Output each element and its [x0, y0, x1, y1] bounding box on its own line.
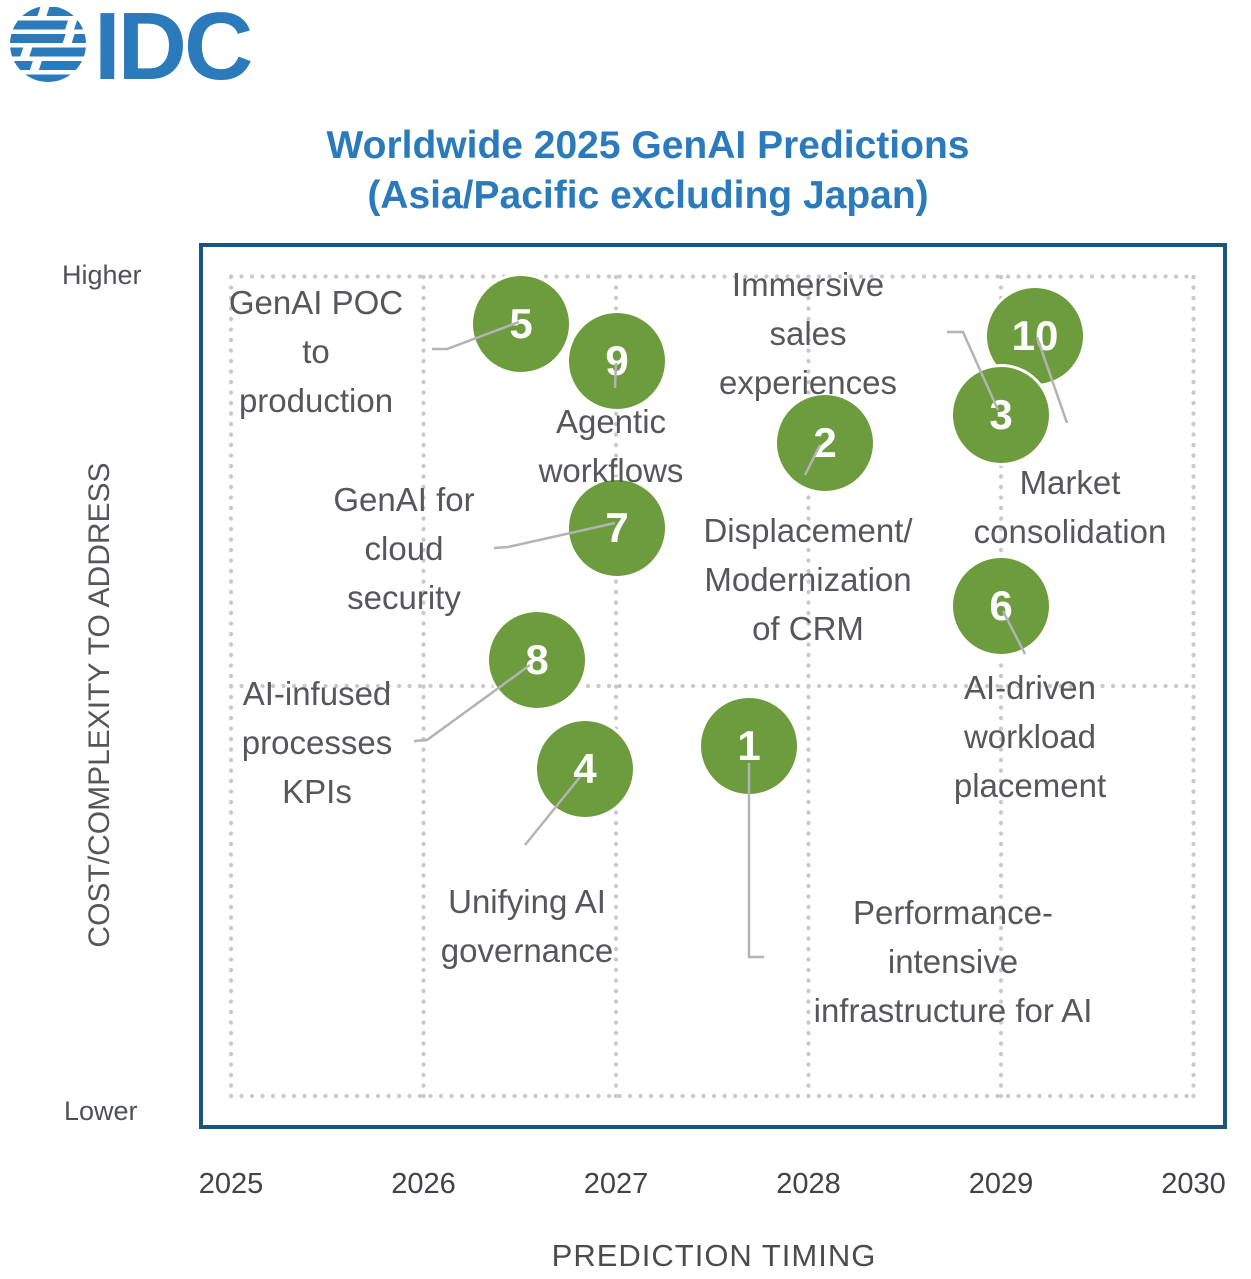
bubble-3-number: 3	[989, 391, 1013, 438]
x-tick-2025: 2025	[198, 1168, 264, 1200]
bubble-9-number: 9	[605, 337, 629, 384]
page-title-line2: (Asia/Pacific excluding Japan)	[367, 174, 929, 217]
label-unifying-ai-governance: Unifying AI governance	[440, 883, 614, 969]
label-genai-poc-to-production: GenAI POC to production	[228, 284, 404, 419]
bubble-4: 4	[534, 718, 636, 820]
bubble-2: 2	[774, 392, 876, 494]
y-axis-lower-label: Lower	[64, 1096, 138, 1126]
x-tick-2028: 2028	[776, 1168, 841, 1200]
bubble-5-number: 5	[509, 300, 533, 347]
idc-logo: IDC	[10, 2, 254, 92]
bubble-1: 1	[698, 695, 800, 797]
label-ai-infused-processes-kpis: AI-infused processes KPIs	[241, 675, 393, 810]
bubble-8: 8	[486, 609, 588, 711]
bubble-4-number: 4	[573, 745, 597, 792]
x-tick-2027: 2027	[583, 1168, 649, 1200]
page-title: Worldwide 2025 GenAI Predictions (Asia/P…	[148, 121, 1148, 221]
page-title-line1: Worldwide 2025 GenAI Predictions	[326, 124, 970, 167]
y-axis-higher-label: Higher	[62, 260, 142, 290]
label-ai-driven-workload-placement: AI-driven workload placement	[953, 669, 1107, 804]
bubble-7-number: 7	[605, 504, 629, 551]
label-performance-intensive-infrastructure: Performance- intensive infrastructure fo…	[813, 894, 1093, 1029]
x-tick-2026: 2026	[391, 1168, 456, 1200]
x-tick-2029: 2029	[968, 1168, 1034, 1200]
bubble-8-number: 8	[525, 636, 549, 683]
label-genai-for-cloud-security: GenAI for cloud security	[333, 481, 475, 616]
bubble-10-number: 10	[1011, 312, 1059, 359]
idc-globe-icon	[10, 7, 86, 82]
plot-area	[199, 243, 1227, 1129]
bubble-6-number: 6	[989, 582, 1013, 629]
y-axis-title: COST/COMPLEXITY TO ADDRESS	[83, 462, 116, 948]
x-axis-title: PREDICTION TIMING	[551, 1238, 877, 1273]
label-immersive-sales-experiences: Immersive sales experiences	[719, 266, 897, 401]
x-tick-2030: 2030	[1161, 1168, 1226, 1200]
bubble-1-number: 1	[737, 722, 761, 769]
label-market-consolidation: Market consolidation	[973, 464, 1167, 550]
idc-logo-text: IDC	[94, 2, 251, 92]
bubble-2-number: 2	[813, 419, 837, 466]
label-agentic-workflows: Agentic workflows	[538, 403, 684, 489]
